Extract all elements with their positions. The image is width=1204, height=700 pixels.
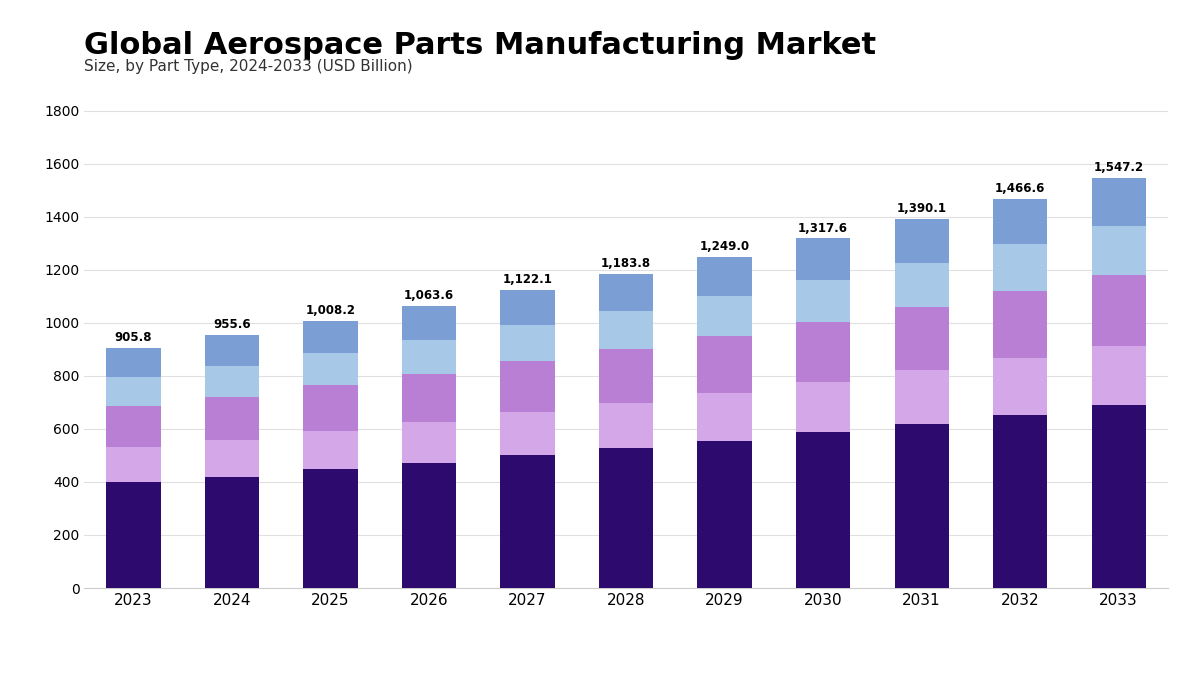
Text: 5.5%: 5.5%	[223, 640, 307, 669]
Bar	[993, 291, 1047, 358]
Bar	[796, 239, 850, 280]
Text: market.us: market.us	[987, 638, 1098, 657]
Text: 1,317.6: 1,317.6	[798, 221, 848, 234]
Bar	[697, 336, 751, 393]
Bar	[303, 469, 358, 588]
Bar	[303, 321, 358, 353]
Bar	[1092, 275, 1146, 346]
Bar	[106, 447, 160, 482]
Bar	[106, 348, 160, 377]
Bar	[501, 326, 555, 361]
Bar	[895, 262, 949, 307]
Bar	[598, 448, 653, 588]
Bar	[205, 440, 259, 477]
Text: 1,008.2: 1,008.2	[306, 304, 355, 316]
Text: 1,122.1: 1,122.1	[502, 274, 553, 286]
Bar	[501, 456, 555, 588]
Bar	[205, 397, 259, 440]
Bar	[598, 402, 653, 448]
Bar	[598, 311, 653, 349]
Bar	[993, 414, 1047, 588]
Text: Size for 2033 in USD:: Size for 2033 in USD:	[391, 673, 556, 687]
Bar	[205, 477, 259, 588]
Bar	[697, 296, 751, 336]
Bar	[796, 322, 850, 382]
Bar	[402, 340, 456, 374]
Bar	[796, 382, 850, 433]
Text: 〜∿: 〜∿	[927, 645, 960, 664]
Bar	[501, 412, 555, 456]
Bar	[895, 424, 949, 588]
Bar	[993, 358, 1047, 414]
Bar	[106, 377, 160, 406]
Text: 1,390.1: 1,390.1	[897, 202, 946, 216]
Bar	[106, 482, 160, 588]
Bar	[205, 366, 259, 397]
Bar	[697, 393, 751, 440]
Text: 905.8: 905.8	[114, 330, 152, 344]
Bar	[1092, 225, 1146, 275]
Bar	[303, 385, 358, 430]
Bar	[402, 374, 456, 422]
Bar	[205, 335, 259, 366]
Text: $1,547.2B: $1,547.2B	[650, 640, 824, 669]
Text: 1,183.8: 1,183.8	[601, 257, 651, 270]
Bar	[501, 290, 555, 326]
Text: Size, by Part Type, 2024-2033 (USD Billion): Size, by Part Type, 2024-2033 (USD Billi…	[84, 60, 413, 74]
Text: 1,249.0: 1,249.0	[700, 239, 750, 253]
Bar	[993, 199, 1047, 244]
Bar	[303, 430, 358, 469]
Bar	[796, 280, 850, 322]
Bar	[1092, 346, 1146, 405]
Text: At the CAGR of:: At the CAGR of:	[24, 673, 147, 687]
Bar	[796, 433, 850, 588]
Text: 1,547.2: 1,547.2	[1093, 160, 1144, 174]
Text: ONE STOP SHOP FOR THE REPORTS: ONE STOP SHOP FOR THE REPORTS	[987, 673, 1146, 682]
Text: The Forecasted Market: The Forecasted Market	[391, 643, 572, 657]
Bar	[1092, 178, 1146, 225]
Text: The Market will Grow: The Market will Grow	[24, 643, 190, 657]
Bar	[993, 244, 1047, 291]
Bar	[303, 353, 358, 385]
Bar	[402, 422, 456, 463]
Bar	[697, 257, 751, 296]
Bar	[895, 219, 949, 262]
Bar	[402, 463, 456, 588]
Bar	[598, 349, 653, 402]
Bar	[402, 306, 456, 340]
Text: 1,466.6: 1,466.6	[995, 182, 1045, 195]
Bar	[895, 307, 949, 370]
Bar	[106, 406, 160, 447]
Bar	[895, 370, 949, 424]
Bar	[1092, 405, 1146, 588]
Text: 955.6: 955.6	[213, 318, 250, 330]
Bar	[501, 361, 555, 412]
Text: 1,063.6: 1,063.6	[405, 289, 454, 302]
Bar	[697, 440, 751, 588]
Bar	[598, 274, 653, 311]
Text: Global Aerospace Parts Manufacturing Market: Global Aerospace Parts Manufacturing Mar…	[84, 32, 877, 60]
